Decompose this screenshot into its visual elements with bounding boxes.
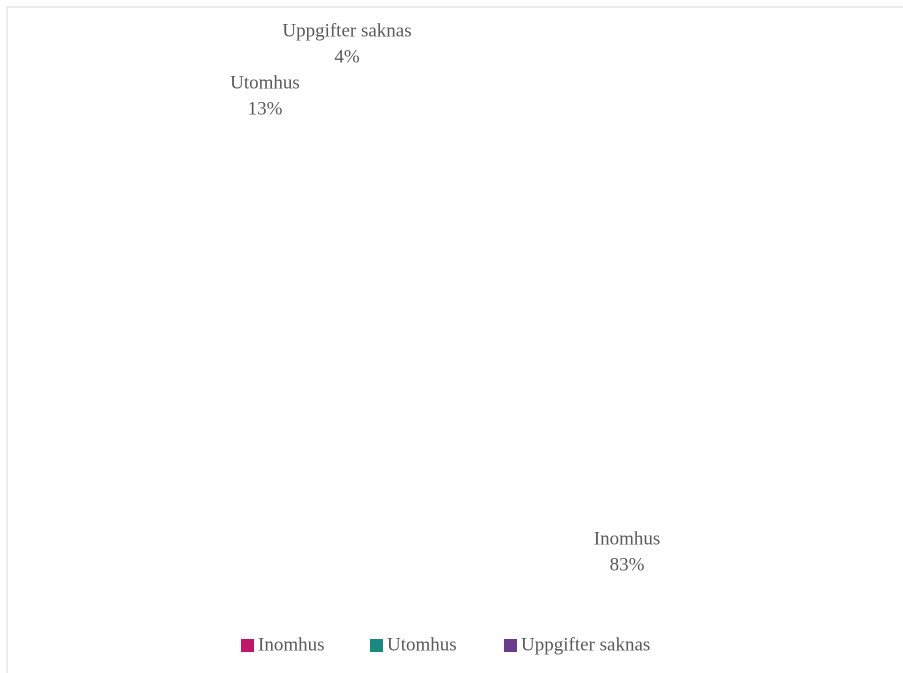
legend-swatch (504, 639, 517, 652)
slice-name: Uppgifter saknas (282, 20, 411, 41)
slice-value: 4% (334, 46, 360, 67)
legend-label: Uppgifter saknas (521, 634, 650, 655)
slice-value: 83% (610, 554, 645, 575)
legend-swatch (241, 639, 254, 652)
legend-label: Inomhus (258, 634, 325, 655)
slice-name: Inomhus (594, 528, 661, 549)
chart-frame (6, 6, 903, 673)
slice-value: 13% (248, 98, 283, 119)
legend-swatch (370, 639, 383, 652)
legend-label: Utomhus (387, 634, 457, 655)
slice-name: Utomhus (230, 72, 300, 93)
